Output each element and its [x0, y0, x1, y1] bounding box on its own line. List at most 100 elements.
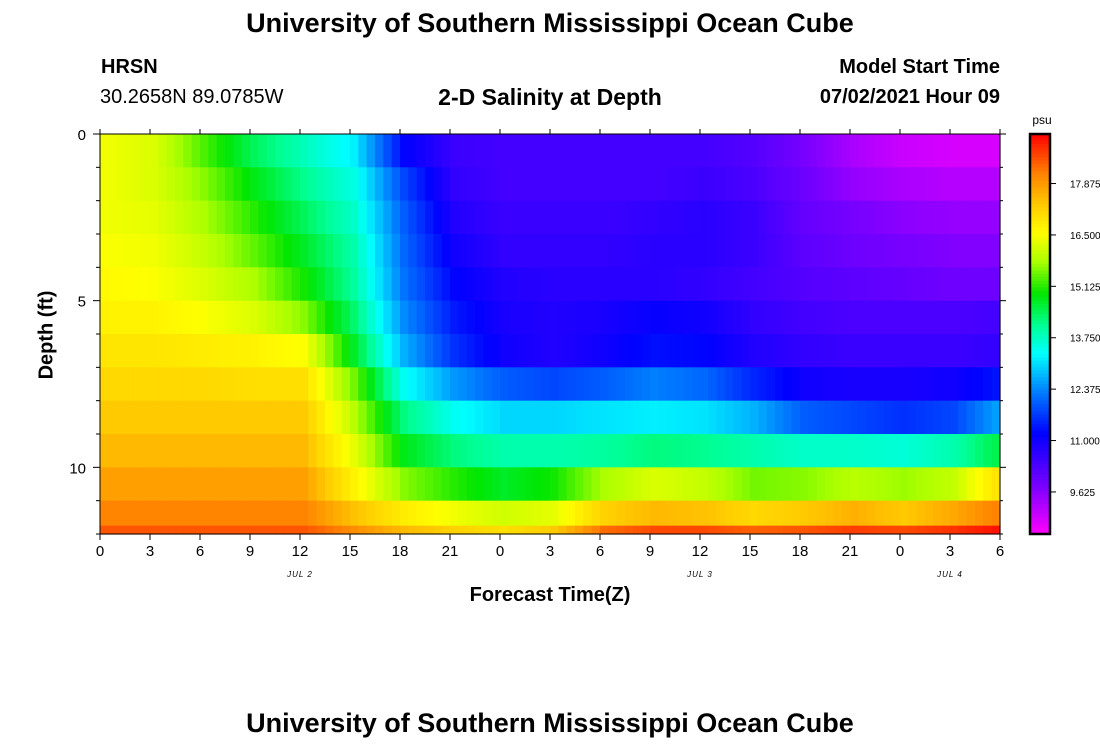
- heatmap-cell: [166, 300, 176, 335]
- heatmap-cell: [708, 267, 718, 302]
- colorbar-segment: [1030, 530, 1050, 535]
- heatmap-cell: [333, 434, 343, 468]
- heatmap-cell: [541, 334, 551, 368]
- heatmap-cell: [658, 434, 668, 468]
- heatmap-cell: [458, 234, 468, 268]
- heatmap-cell: [683, 334, 693, 368]
- heatmap-cell: [308, 367, 318, 402]
- heatmap-cell: [833, 400, 843, 435]
- heatmap-cell: [650, 234, 659, 268]
- heatmap-cell: [658, 300, 668, 335]
- heatmap-cell: [541, 434, 551, 468]
- heatmap-cell: [150, 200, 159, 235]
- heatmap-cell: [266, 367, 276, 402]
- heatmap-cell: [941, 500, 951, 527]
- heatmap-cell: [375, 525, 384, 535]
- heatmap-cell: [666, 367, 676, 402]
- heatmap-cell: [858, 167, 868, 202]
- heatmap-cell: [766, 367, 776, 402]
- heatmap-cell: [741, 167, 751, 202]
- heatmap-cell: [775, 334, 784, 368]
- heatmap-cell: [466, 434, 476, 468]
- heatmap-cell: [108, 300, 118, 335]
- heatmap-cell: [541, 300, 551, 335]
- heatmap-cell: [758, 500, 768, 527]
- colorbar-segment: [1030, 397, 1050, 402]
- heatmap-cell: [841, 300, 851, 335]
- heatmap-cell: [358, 134, 368, 168]
- heatmap-cell: [825, 167, 834, 202]
- heatmap-cell: [166, 500, 176, 527]
- heatmap-cell: [750, 167, 759, 202]
- heatmap-cell: [866, 467, 876, 502]
- heatmap-cell: [400, 367, 409, 402]
- heatmap-cell: [658, 167, 668, 202]
- heatmap-cell: [191, 300, 201, 335]
- heatmap-cell: [933, 434, 943, 468]
- heatmap-cell: [625, 367, 634, 402]
- heatmap-cell: [366, 525, 376, 535]
- heatmap-cell: [700, 267, 709, 302]
- heatmap-cell: [275, 234, 284, 268]
- heatmap-cell: [783, 400, 793, 435]
- heatmap-cell: [158, 334, 168, 368]
- heatmap-cell: [958, 500, 968, 527]
- heatmap-cell: [125, 467, 134, 502]
- heatmap-cell: [975, 267, 984, 302]
- model-start-value: 07/02/2021 Hour 09: [819, 86, 1000, 108]
- heatmap-cell: [975, 500, 984, 527]
- heatmap-cell: [375, 334, 384, 368]
- heatmap-cell: [383, 400, 393, 435]
- heatmap-cell: [216, 467, 226, 502]
- heatmap-cell: [433, 400, 443, 435]
- heatmap-cell: [200, 200, 209, 235]
- heatmap-cell: [850, 467, 859, 502]
- heatmap-cell: [558, 234, 568, 268]
- heatmap-cell: [825, 525, 834, 535]
- x-axis-label: Forecast Time(Z): [469, 584, 631, 606]
- heatmap-cell: [116, 134, 126, 168]
- heatmap-cell: [416, 367, 426, 402]
- heatmap-cell: [825, 400, 834, 435]
- heatmap-cell: [850, 234, 859, 268]
- colorbar-segment: [1030, 324, 1050, 328]
- heatmap-cell: [408, 400, 418, 435]
- heatmap-cell: [108, 500, 118, 527]
- heatmap-cell: [416, 400, 426, 435]
- heatmap-cell: [916, 434, 926, 468]
- heatmap-cell: [716, 525, 726, 535]
- heatmap-cell: [550, 434, 559, 468]
- heatmap-cell: [891, 467, 901, 502]
- heatmap-cell: [150, 467, 159, 502]
- heatmap-cell: [625, 400, 634, 435]
- heatmap-cell: [750, 334, 759, 368]
- heatmap-cell: [516, 400, 526, 435]
- heatmap-cell: [725, 467, 734, 502]
- heatmap-cell: [241, 134, 251, 168]
- heatmap-cell: [683, 434, 693, 468]
- heatmap-cell: [741, 500, 751, 527]
- heatmap-cell: [900, 334, 909, 368]
- heatmap-cell: [166, 267, 176, 302]
- x-tick-label: 18: [792, 543, 809, 560]
- heatmap-cell: [525, 400, 534, 435]
- heatmap-cell: [408, 300, 418, 335]
- heatmap-cell: [925, 234, 934, 268]
- heatmap-cell: [150, 500, 159, 527]
- heatmap-cell: [133, 267, 143, 302]
- heatmap-cell: [833, 500, 843, 527]
- heatmap-cell: [616, 234, 626, 268]
- heatmap-cell: [741, 367, 751, 402]
- heatmap-cell: [166, 525, 176, 535]
- heatmap-cell: [466, 400, 476, 435]
- heatmap-cell: [783, 525, 793, 535]
- heatmap-cell: [608, 434, 618, 468]
- heatmap-cell: [308, 400, 318, 435]
- heatmap-cell: [841, 134, 851, 168]
- heatmap-cell: [391, 234, 401, 268]
- heatmap-cell: [341, 334, 351, 368]
- heatmap-cell: [583, 234, 593, 268]
- heatmap-cell: [283, 467, 293, 502]
- colorbar-segment: [1030, 217, 1050, 222]
- heatmap-cell: [350, 400, 359, 435]
